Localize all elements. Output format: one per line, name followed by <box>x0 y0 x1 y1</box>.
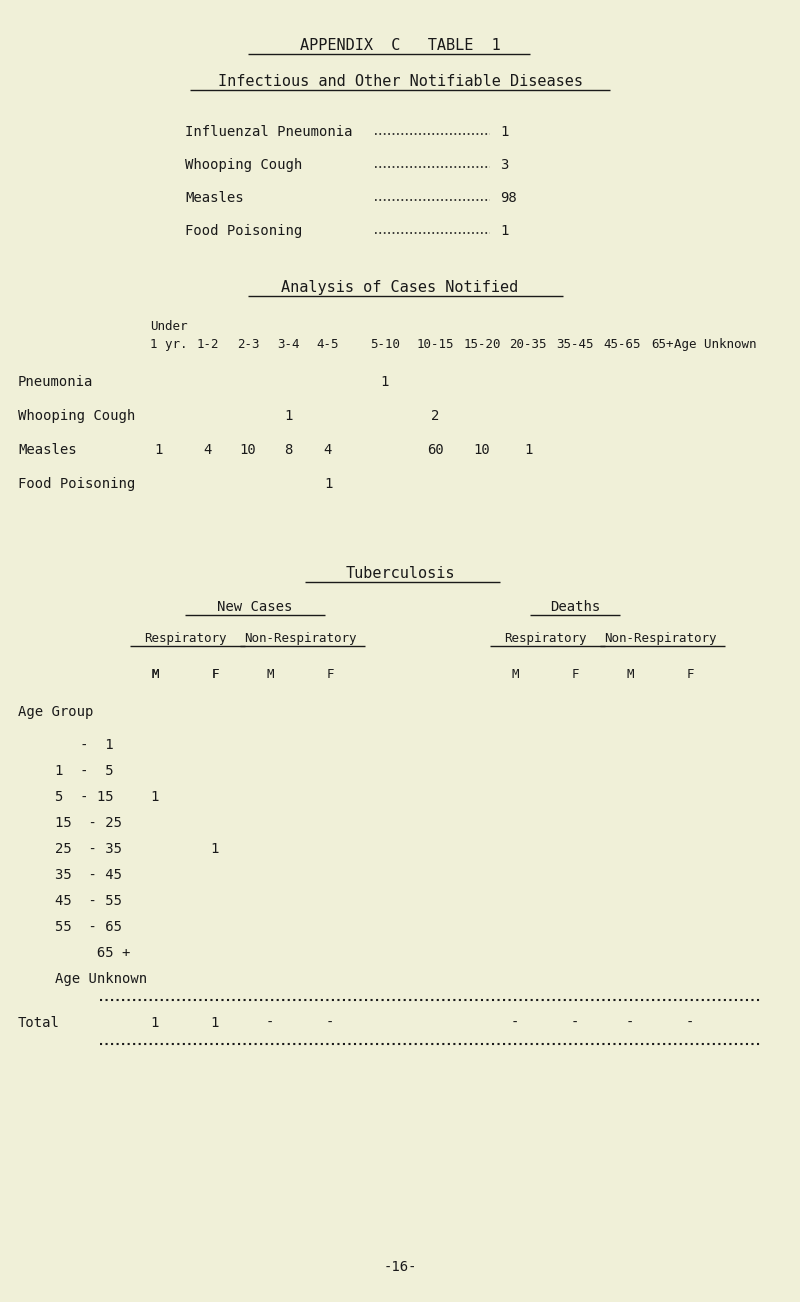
Text: F: F <box>211 668 218 681</box>
Text: 35  - 45: 35 - 45 <box>55 868 122 881</box>
Text: Influenzal Pneumonia: Influenzal Pneumonia <box>185 125 353 139</box>
Text: 8: 8 <box>284 443 292 457</box>
Text: 2: 2 <box>431 409 439 423</box>
Text: M: M <box>511 668 518 681</box>
Text: 1: 1 <box>151 790 159 805</box>
Text: -: - <box>571 1016 579 1030</box>
Text: 45  - 55: 45 - 55 <box>55 894 122 907</box>
Text: 1: 1 <box>324 477 332 491</box>
Text: 1-2: 1-2 <box>197 339 219 352</box>
Text: Measles: Measles <box>185 191 244 204</box>
Text: Non-Respiratory: Non-Respiratory <box>244 631 356 644</box>
Text: 65 +: 65 + <box>55 947 130 960</box>
Text: Whooping Cough: Whooping Cough <box>18 409 135 423</box>
Text: 4-5: 4-5 <box>317 339 339 352</box>
Text: 35-45: 35-45 <box>556 339 594 352</box>
Text: -: - <box>266 1016 274 1030</box>
Text: 1: 1 <box>211 1016 219 1030</box>
Text: New Cases: New Cases <box>218 600 293 615</box>
Text: 25  - 35: 25 - 35 <box>55 842 122 855</box>
Text: 1 yr.: 1 yr. <box>150 339 187 352</box>
Text: Food Poisoning: Food Poisoning <box>185 224 302 238</box>
Text: 1: 1 <box>151 1016 159 1030</box>
Text: 1  -  5: 1 - 5 <box>55 764 114 779</box>
Text: F: F <box>686 668 694 681</box>
Text: Age Unknown: Age Unknown <box>55 973 147 986</box>
Text: M: M <box>626 668 634 681</box>
Text: 98: 98 <box>500 191 517 204</box>
Text: -: - <box>626 1016 634 1030</box>
Text: 10: 10 <box>474 443 490 457</box>
Text: Age Unknown: Age Unknown <box>674 339 756 352</box>
Text: -: - <box>511 1016 519 1030</box>
Text: 1: 1 <box>500 125 508 139</box>
Text: 1: 1 <box>524 443 532 457</box>
Text: 3-4: 3-4 <box>277 339 299 352</box>
Text: 1: 1 <box>381 375 389 389</box>
Text: M: M <box>151 668 158 681</box>
Text: M: M <box>266 668 274 681</box>
Text: F: F <box>326 668 334 681</box>
Text: F: F <box>211 668 218 681</box>
Text: 45-65: 45-65 <box>603 339 641 352</box>
Text: Analysis of Cases Notified: Analysis of Cases Notified <box>282 280 518 296</box>
Text: Total: Total <box>18 1016 60 1030</box>
Text: 1: 1 <box>284 409 292 423</box>
Text: Tuberculosis: Tuberculosis <box>346 566 454 581</box>
Text: 3: 3 <box>500 158 508 172</box>
Text: APPENDIX  C   TABLE  1: APPENDIX C TABLE 1 <box>300 38 500 53</box>
Text: 65+: 65+ <box>650 339 674 352</box>
Text: Deaths: Deaths <box>550 600 600 615</box>
Text: Age Group: Age Group <box>18 704 94 719</box>
Text: Infectious and Other Notifiable Diseases: Infectious and Other Notifiable Diseases <box>218 74 582 89</box>
Text: 5  - 15: 5 - 15 <box>55 790 114 805</box>
Text: 10-15: 10-15 <box>416 339 454 352</box>
Text: 55  - 65: 55 - 65 <box>55 921 122 934</box>
Text: 2-3: 2-3 <box>237 339 259 352</box>
Text: 15-20: 15-20 <box>463 339 501 352</box>
Text: 15  - 25: 15 - 25 <box>55 816 122 829</box>
Text: 1: 1 <box>500 224 508 238</box>
Text: Measles: Measles <box>18 443 77 457</box>
Text: 10: 10 <box>240 443 256 457</box>
Text: -16-: -16- <box>383 1260 417 1273</box>
Text: -  1: - 1 <box>55 738 114 753</box>
Text: 4: 4 <box>204 443 212 457</box>
Text: 1: 1 <box>154 443 162 457</box>
Text: Pneumonia: Pneumonia <box>18 375 94 389</box>
Text: 20-35: 20-35 <box>510 339 546 352</box>
Text: Non-Respiratory: Non-Respiratory <box>604 631 716 644</box>
Text: F: F <box>571 668 578 681</box>
Text: 60: 60 <box>426 443 443 457</box>
Text: 1: 1 <box>211 842 219 855</box>
Text: M: M <box>151 668 158 681</box>
Text: -: - <box>326 1016 334 1030</box>
Text: Under: Under <box>150 320 187 333</box>
Text: Whooping Cough: Whooping Cough <box>185 158 302 172</box>
Text: Food Poisoning: Food Poisoning <box>18 477 135 491</box>
Text: -: - <box>686 1016 694 1030</box>
Text: Respiratory: Respiratory <box>144 631 226 644</box>
Text: 4: 4 <box>324 443 332 457</box>
Text: 5-10: 5-10 <box>370 339 400 352</box>
Text: Respiratory: Respiratory <box>504 631 586 644</box>
